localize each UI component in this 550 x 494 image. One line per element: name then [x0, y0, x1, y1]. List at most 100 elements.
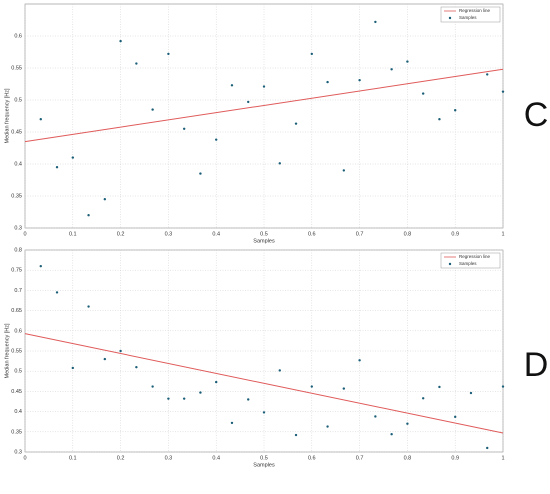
sample-point [310, 385, 313, 388]
sample-point [310, 52, 313, 56]
sample-point [103, 198, 107, 201]
y-tick-label: 0.45 [11, 389, 22, 395]
x-tick-label: 0.8 [404, 455, 412, 461]
sample-point [215, 138, 218, 141]
y-tick-label: 0.3 [14, 225, 22, 231]
y-tick-label: 0.8 [14, 247, 22, 253]
x-tick-label: 0.7 [356, 231, 364, 237]
sample-point [501, 385, 505, 388]
y-tick-label: 0.3 [14, 449, 22, 455]
x-tick-label: 0.2 [117, 455, 125, 461]
sample-point [454, 109, 457, 112]
sample-point [247, 398, 250, 401]
y-tick-label: 0.55 [11, 65, 22, 71]
sample-point [119, 39, 122, 43]
legend-label: Samples [459, 261, 477, 266]
y-tick-label: 0.55 [11, 348, 22, 354]
y-tick-label: 0.75 [11, 268, 22, 274]
sample-point [182, 397, 186, 400]
sample-point [294, 122, 298, 125]
sample-point [438, 385, 441, 389]
x-tick-label: 0.3 [165, 231, 173, 237]
sample-point [39, 264, 42, 268]
x-tick-label: 1 [501, 455, 504, 461]
sample-point [182, 127, 186, 130]
sample-point [278, 162, 281, 165]
sample-point [39, 118, 42, 121]
x-tick-label: 0.9 [451, 231, 459, 237]
panel-label: C [524, 96, 549, 134]
sample-point [215, 380, 218, 384]
y-tick-label: 0.4 [14, 161, 22, 167]
sample-point [262, 85, 266, 88]
legend-label: Regression line [459, 254, 491, 259]
sample-point [262, 411, 266, 414]
y-tick-label: 0.65 [11, 308, 22, 314]
sample-point [342, 169, 346, 172]
sample-point [501, 90, 505, 93]
plot-area [24, 3, 504, 229]
sample-point [135, 62, 138, 65]
sample-point [406, 60, 409, 63]
x-tick-label: 0.9 [451, 455, 459, 461]
sample-point [421, 397, 425, 400]
y-tick-label: 0.7 [14, 288, 22, 294]
legend-label: Samples [459, 15, 477, 20]
y-tick-label: 0.35 [11, 193, 22, 199]
sample-point [151, 108, 154, 111]
sample-point [230, 84, 234, 87]
x-tick-label: 0.5 [260, 455, 268, 461]
sample-point [374, 20, 377, 24]
y-tick-label: 0.5 [14, 369, 22, 375]
sample-point [342, 387, 346, 390]
sample-point [486, 446, 489, 450]
x-tick-label: 0.2 [117, 231, 125, 237]
sample-point [469, 391, 473, 395]
sample-point [71, 366, 75, 370]
sample-point [199, 391, 202, 394]
sample-point [247, 100, 250, 104]
sample-point [438, 118, 441, 121]
y-tick-label: 0.45 [11, 129, 22, 135]
sample-point [358, 359, 361, 362]
x-axis-label: Samples [253, 462, 275, 468]
x-tick-label: 0.4 [212, 455, 220, 461]
x-tick-label: 0 [23, 455, 26, 461]
y-tick-label: 0.5 [14, 97, 22, 103]
x-tick-label: 0.6 [308, 455, 316, 461]
x-tick-label: 0 [23, 231, 26, 237]
x-tick-label: 0.8 [404, 231, 412, 237]
sample-point [103, 357, 107, 361]
sample-point [167, 397, 170, 400]
sample-point [278, 369, 281, 372]
sample-point [87, 305, 90, 308]
sample-point [358, 78, 361, 82]
sample-point [87, 214, 90, 217]
x-axis-label: Samples [253, 238, 275, 244]
x-tick-label: 0.7 [356, 455, 364, 461]
y-tick-label: 0.35 [11, 429, 22, 435]
sample-point [326, 80, 329, 84]
sample-point [55, 166, 59, 169]
sample-point [326, 425, 329, 428]
sample-point [421, 92, 425, 95]
legend-swatch [448, 16, 452, 20]
x-tick-label: 0.5 [260, 231, 268, 237]
y-tick-label: 0.6 [14, 33, 22, 39]
x-tick-label: 0.6 [308, 231, 316, 237]
regression-line [24, 68, 504, 143]
sample-point [55, 291, 59, 294]
sample-point [151, 385, 154, 388]
x-tick-label: 1 [501, 231, 504, 237]
sample-point [486, 73, 489, 76]
sample-point [71, 156, 75, 159]
x-tick-label: 0.4 [212, 231, 220, 237]
legend-swatch [448, 262, 452, 266]
sample-point [199, 172, 202, 175]
sample-point [135, 365, 138, 369]
sample-point [406, 422, 409, 425]
sample-point [374, 415, 377, 418]
sample-point [454, 415, 457, 419]
sample-point [390, 68, 393, 71]
